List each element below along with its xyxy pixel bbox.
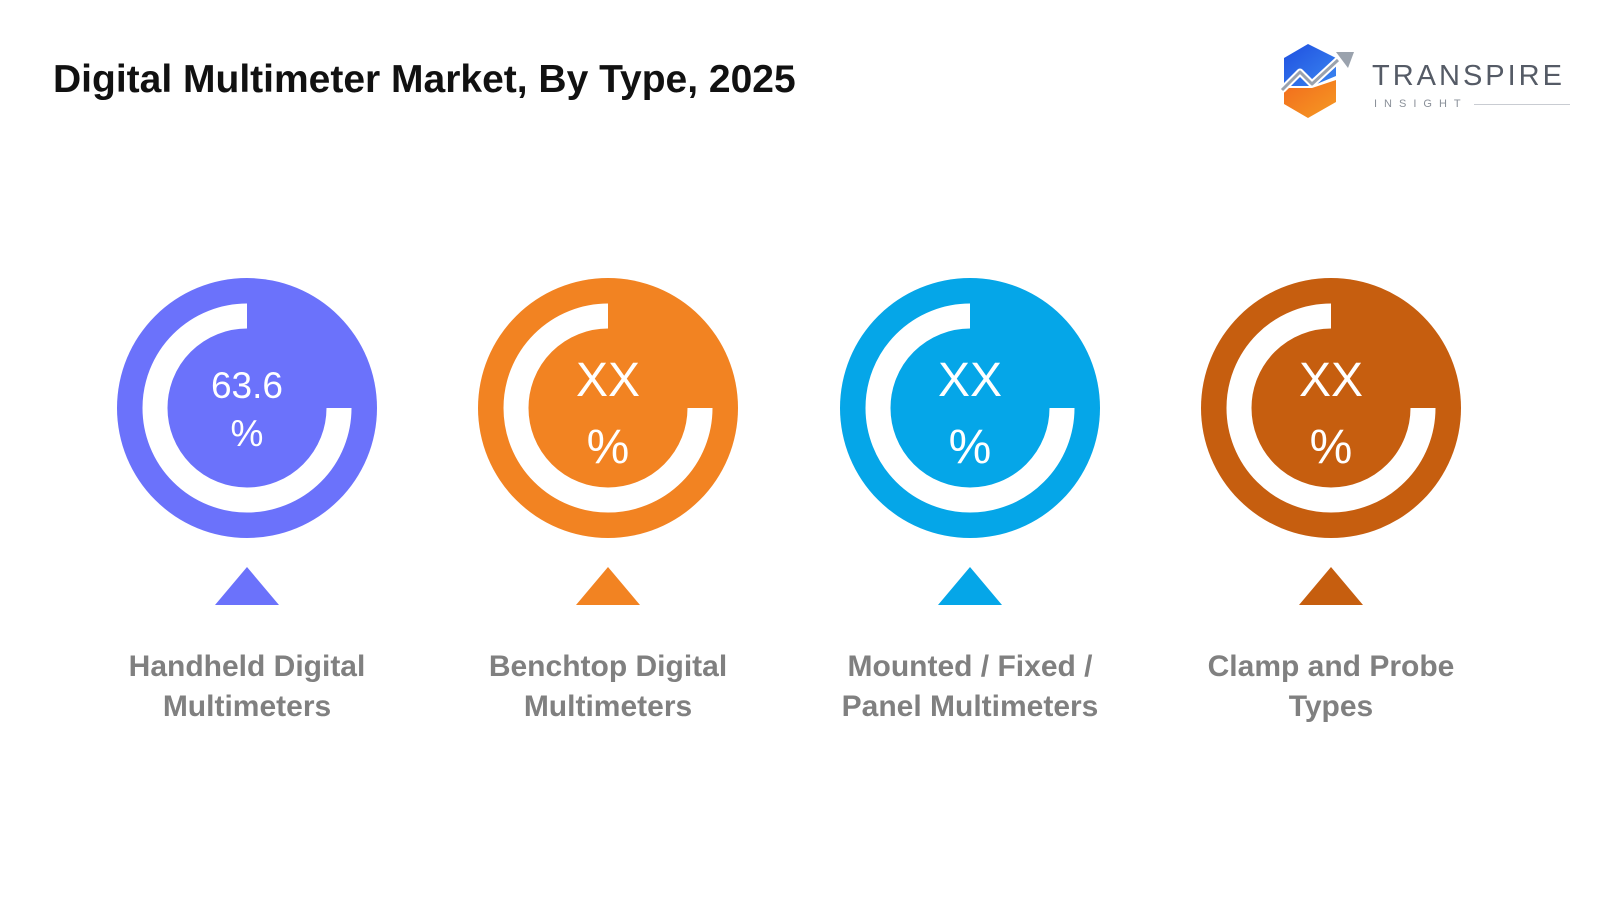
category-label: Multimeters	[163, 690, 331, 723]
transpire-logo-icon	[1279, 44, 1354, 118]
donut-unit-label: %	[1310, 421, 1353, 474]
donut-ring-arc	[1226, 303, 1436, 513]
category-label: Handheld Digital	[129, 650, 366, 683]
pointer-triangle	[1299, 567, 1363, 605]
pointer-triangle	[576, 567, 640, 605]
category-label: Multimeters	[524, 690, 692, 723]
donut-value-label: 63.6	[211, 365, 283, 406]
donut-ring-arc	[865, 303, 1075, 513]
donut-unit-label: %	[949, 421, 992, 474]
donut-unit-label: %	[587, 421, 630, 474]
donut-ring-arc	[142, 303, 352, 513]
brand-subtitle: INSIGHT	[1374, 98, 1468, 110]
chart-title: Digital Multimeter Market, By Type, 2025	[53, 58, 796, 101]
brand-divider	[1474, 104, 1570, 105]
donut-ring-arc	[503, 303, 713, 513]
category-label: Types	[1289, 690, 1373, 723]
category-label: Panel Multimeters	[842, 690, 1099, 723]
category-label: Mounted / Fixed /	[848, 650, 1094, 683]
category-label: Benchtop Digital	[489, 650, 727, 683]
category-label: Clamp and Probe	[1208, 650, 1455, 683]
brand-logo: TRANSPIRE INSIGHT	[1278, 42, 1578, 122]
brand-name: TRANSPIRE	[1372, 60, 1565, 92]
donut-value-label: XX	[576, 354, 640, 407]
pointer-triangle	[215, 567, 279, 605]
donut-value-label: XX	[938, 354, 1002, 407]
donut-value-label: XX	[1299, 354, 1363, 407]
donut-unit-label: %	[231, 413, 264, 454]
pointer-triangle	[938, 567, 1002, 605]
